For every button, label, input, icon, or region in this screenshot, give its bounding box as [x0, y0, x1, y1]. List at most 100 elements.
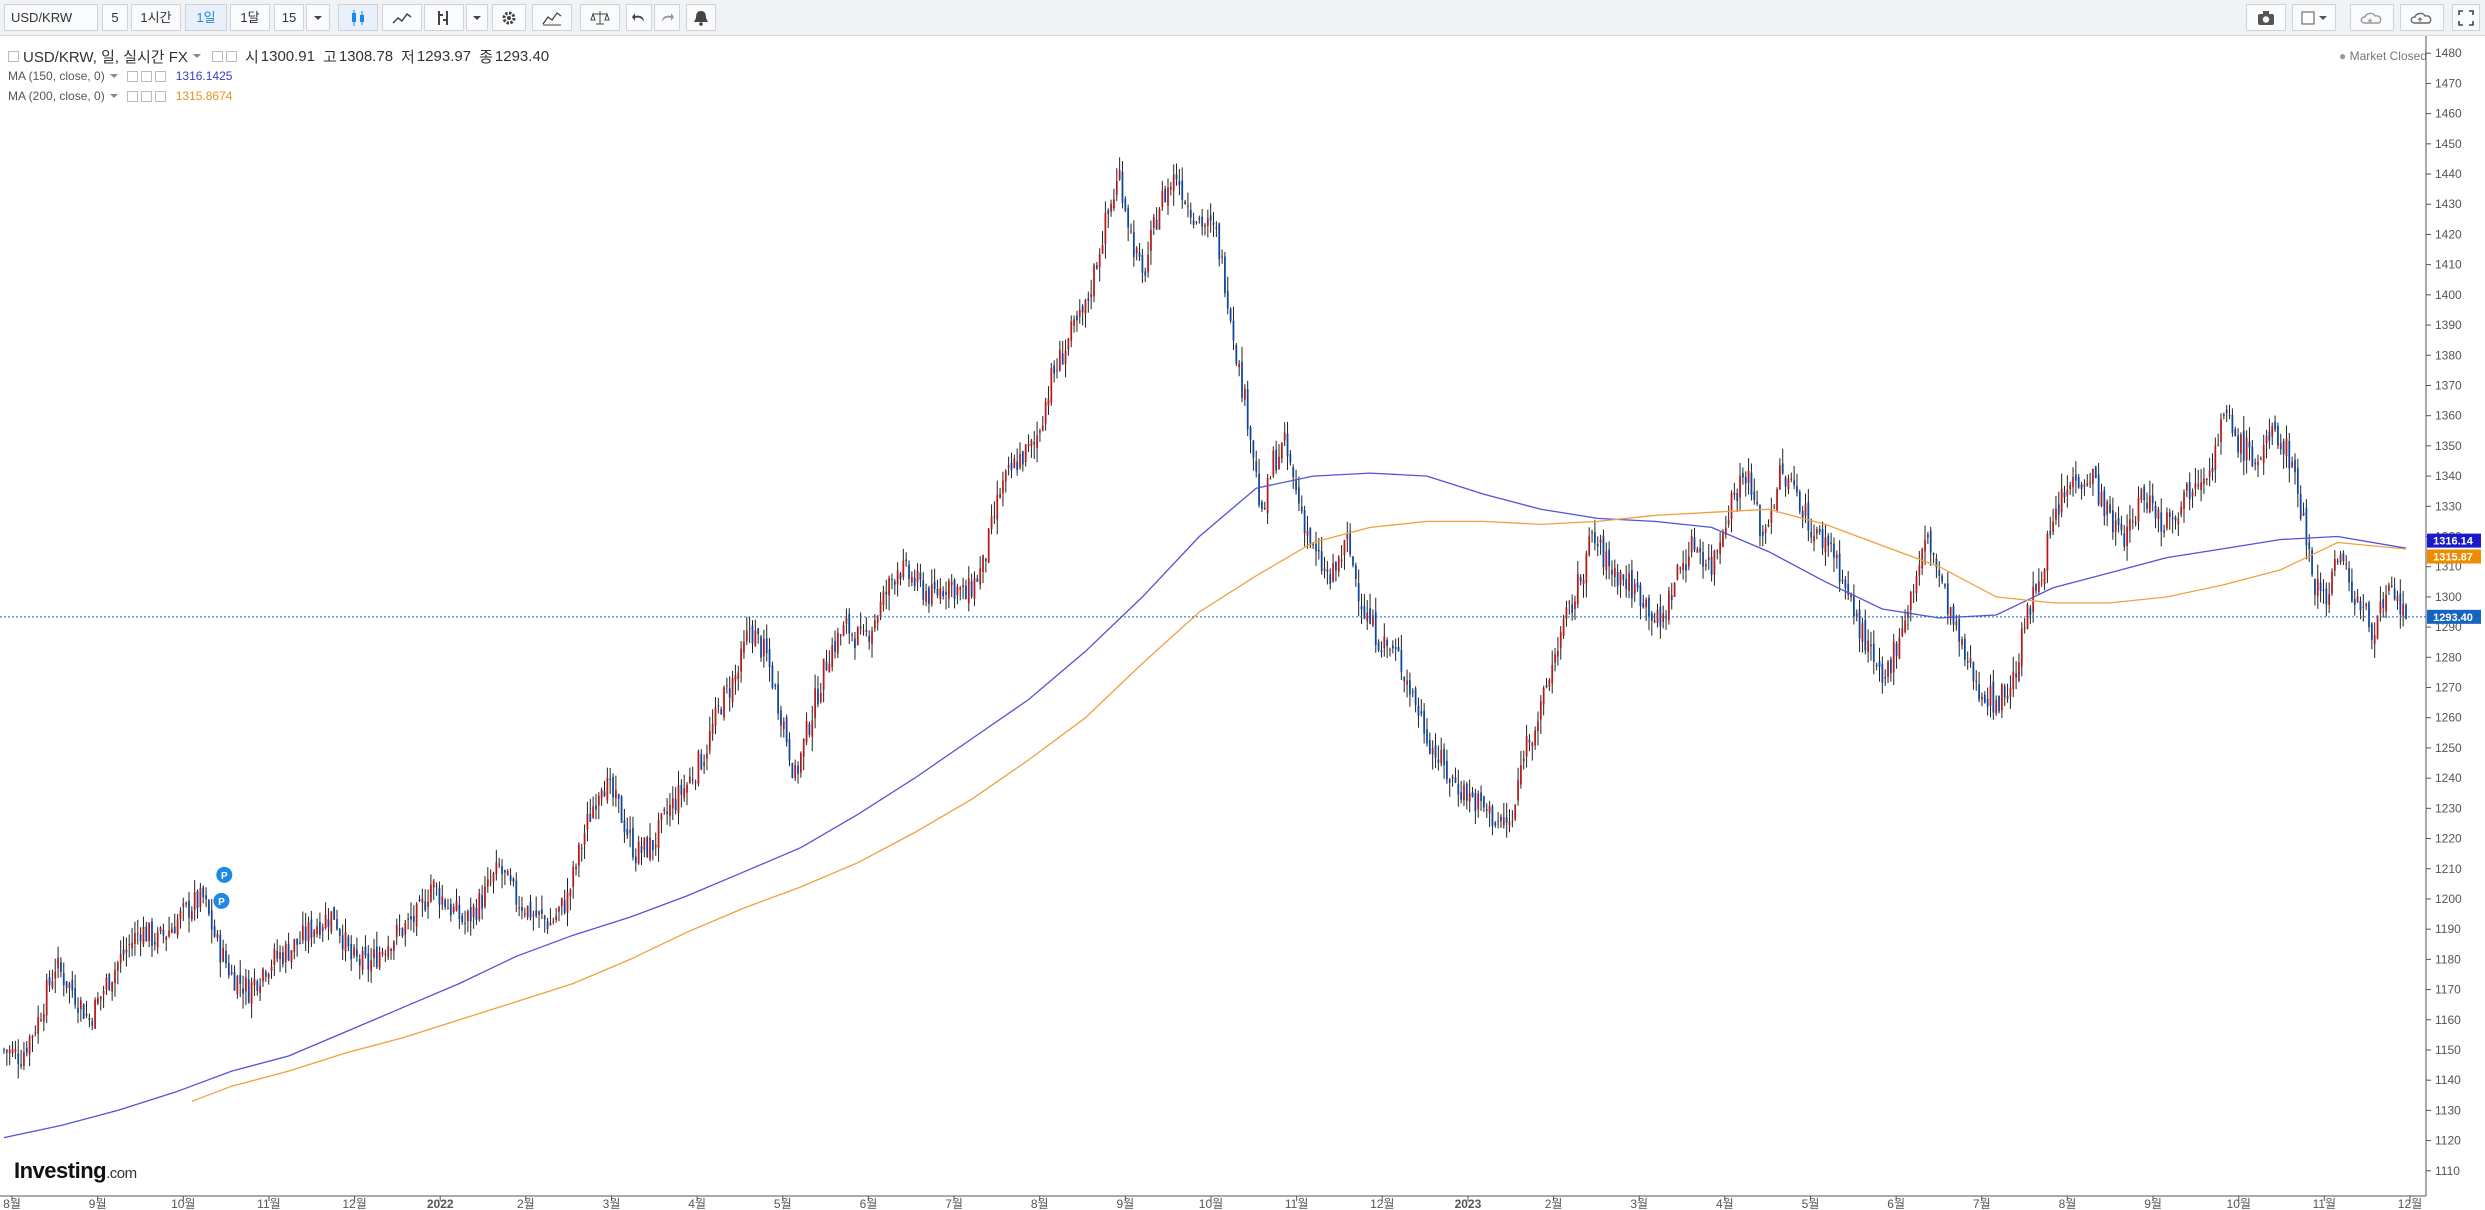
- candles-style-button[interactable]: [338, 4, 378, 31]
- settings-button[interactable]: [492, 4, 526, 31]
- candle-body: [916, 570, 919, 583]
- collapse-legend-icon[interactable]: [8, 50, 19, 62]
- candle-body: [131, 942, 133, 948]
- interval-5-button[interactable]: 5: [102, 4, 128, 31]
- candle-body: [2254, 463, 2257, 465]
- candle-body: [1594, 532, 1596, 544]
- hide-series-icon[interactable]: [211, 50, 223, 62]
- candle-body: [299, 942, 301, 944]
- price-tick-label: 1220: [2435, 832, 2462, 846]
- close-label: 종: [479, 48, 493, 66]
- cloud-upload-icon: [2410, 12, 2432, 24]
- settings-ma200-icon[interactable]: [140, 90, 152, 102]
- redo-button[interactable]: [654, 4, 680, 31]
- price-tick-label: 1300: [2435, 590, 2462, 604]
- candle-body: [956, 586, 959, 596]
- candle-body: [1061, 353, 1064, 365]
- series-settings-icon[interactable]: [225, 50, 237, 62]
- ma150-legend: MA (150, close, 0) 1316.1425: [8, 66, 557, 86]
- candlestick-chart[interactable]: PP 1110112011301140115011601170118011901…: [0, 36, 2485, 1210]
- time-tick-label: 5월: [774, 1197, 792, 1210]
- candle-body: [262, 968, 264, 982]
- candle-body: [859, 626, 862, 629]
- indicators-button[interactable]: [382, 4, 422, 31]
- candle-body: [2339, 554, 2342, 563]
- interval-15-button[interactable]: 15: [274, 4, 304, 31]
- price-tick-label: 1120: [2435, 1134, 2461, 1148]
- snapshot-button[interactable]: [2246, 4, 2286, 31]
- interval-1h-button[interactable]: 1시간: [131, 4, 181, 31]
- candle-body: [2148, 495, 2151, 512]
- undo-button[interactable]: [626, 4, 652, 31]
- alert-button[interactable]: [686, 4, 716, 31]
- candle-body: [1269, 478, 1272, 480]
- candle-body: [740, 648, 742, 672]
- remove-ma200-icon[interactable]: [154, 90, 166, 102]
- interval-1d-button[interactable]: 1일: [185, 4, 227, 31]
- cloud-download-icon: [2360, 12, 2382, 24]
- candle-body: [882, 591, 885, 605]
- candle-body: [208, 900, 210, 915]
- candle-body: [139, 934, 142, 942]
- drawing-tools-button[interactable]: [424, 4, 464, 31]
- remove-ma150-icon[interactable]: [154, 70, 166, 82]
- chevron-down-icon[interactable]: [108, 91, 120, 101]
- candle-body: [1787, 478, 1790, 489]
- candle-body: [1548, 679, 1551, 687]
- price-tick-label: 1250: [2435, 741, 2462, 755]
- candle-body: [2151, 495, 2154, 504]
- candle-body: [2299, 493, 2302, 519]
- candle-body: [486, 879, 489, 887]
- event-marker[interactable]: [213, 892, 230, 909]
- candle-body: [267, 973, 270, 979]
- chevron-down-icon[interactable]: [108, 71, 120, 81]
- candle-body: [1901, 628, 1904, 637]
- fullscreen-button[interactable]: [2452, 4, 2480, 31]
- load-chart-button[interactable]: [2350, 4, 2394, 31]
- candle-body: [361, 951, 364, 970]
- candle-body: [313, 930, 316, 937]
- hide-ma200-icon[interactable]: [126, 90, 138, 102]
- candle-body: [1454, 777, 1457, 783]
- candle-body: [885, 592, 888, 595]
- time-tick-label: 3월: [603, 1197, 621, 1210]
- candle-body: [583, 833, 586, 845]
- candle-body: [765, 638, 768, 654]
- candle-body: [1195, 222, 1198, 224]
- compare-button[interactable]: [532, 4, 572, 31]
- candle-body: [1280, 442, 1283, 459]
- settings-ma150-icon[interactable]: [140, 70, 152, 82]
- candle-body: [2020, 628, 2023, 667]
- save-chart-button[interactable]: [2400, 4, 2444, 31]
- candle-body: [1502, 817, 1505, 826]
- candle-body: [617, 794, 620, 799]
- candle-body: [1759, 505, 1761, 537]
- price-axis[interactable]: 1110 1120 1130 1140 1150 1160 1170 1180 1190 1200…: [2425, 36, 2485, 1210]
- ma150-tag: [2427, 533, 2481, 548]
- scale-button[interactable]: [580, 4, 620, 31]
- event-marker[interactable]: [216, 866, 233, 883]
- candle-body: [671, 798, 674, 809]
- symbol-search-input[interactable]: USD/KRW: [4, 4, 98, 31]
- candle-body: [1702, 551, 1704, 567]
- candle-body: [455, 901, 458, 911]
- candle-body: [316, 926, 318, 935]
- time-axis[interactable]: 8월 9월 10월 11월 12월 2022 2월 3월 4월 5월 6월 7월 8월 9월 10월 11월 1…: [0, 1195, 2426, 1210]
- chart-type-dropdown-button[interactable]: [466, 4, 488, 31]
- candle-body: [959, 588, 962, 590]
- candle-body: [176, 919, 179, 936]
- candle-body: [1420, 711, 1423, 714]
- candle-body: [60, 962, 62, 972]
- layout-button[interactable]: [2292, 4, 2336, 31]
- candle-body: [2094, 466, 2097, 478]
- event-marker-label: P: [221, 871, 228, 882]
- interval-dropdown-button[interactable]: [306, 4, 330, 31]
- hide-ma150-icon[interactable]: [126, 70, 138, 82]
- candle-body: [842, 625, 845, 637]
- candle-body: [834, 641, 836, 652]
- interval-1m-button[interactable]: 1달: [230, 4, 270, 31]
- high-label: 고: [323, 48, 337, 66]
- chevron-down-icon[interactable]: [191, 51, 203, 61]
- candle-body: [71, 979, 74, 991]
- candle-body: [307, 922, 310, 942]
